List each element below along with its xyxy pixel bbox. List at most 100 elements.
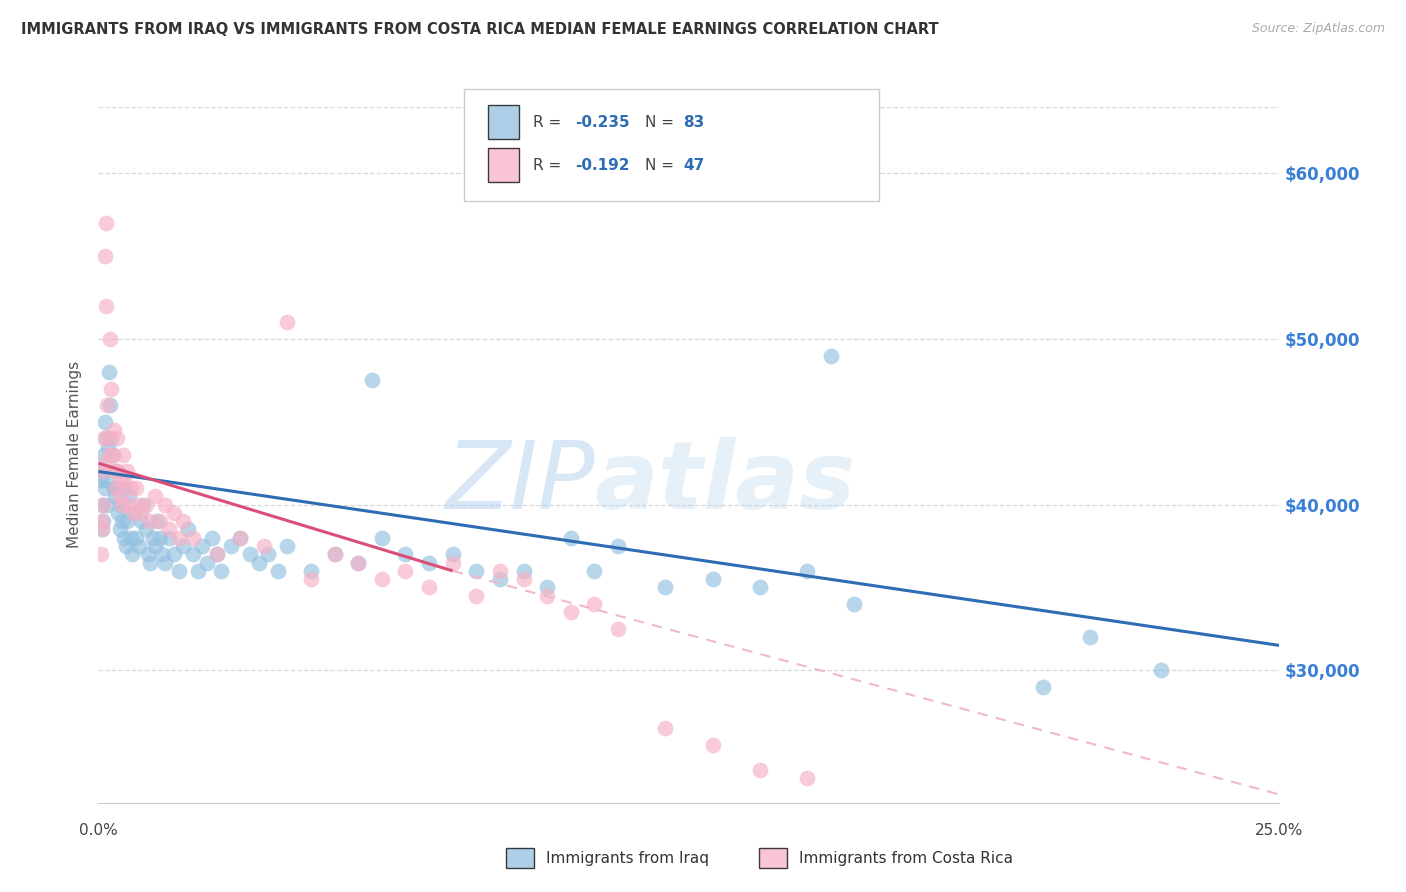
Immigrants from Costa Rica: [654, 721, 676, 735]
Immigrants from Iraq: [112, 531, 135, 545]
Text: N =: N =: [645, 115, 675, 129]
Immigrants from Costa Rica: [94, 249, 117, 263]
Immigrants from Costa Rica: [111, 498, 134, 512]
Immigrants from Iraq: [114, 539, 136, 553]
Immigrants from Iraq: [105, 481, 128, 495]
Immigrants from Iraq: [205, 547, 228, 561]
Immigrants from Costa Rica: [796, 771, 818, 785]
Text: 47: 47: [683, 158, 704, 172]
Immigrants from Costa Rica: [97, 431, 120, 445]
Text: Source: ZipAtlas.com: Source: ZipAtlas.com: [1251, 22, 1385, 36]
Immigrants from Costa Rica: [112, 473, 135, 487]
Immigrants from Iraq: [94, 415, 117, 429]
Immigrants from Costa Rica: [125, 481, 148, 495]
Immigrants from Costa Rica: [105, 431, 128, 445]
Immigrants from Costa Rica: [107, 465, 129, 479]
Immigrants from Costa Rica: [97, 448, 120, 462]
Immigrants from Costa Rica: [748, 763, 770, 777]
Text: -0.192: -0.192: [575, 158, 630, 172]
Immigrants from Costa Rica: [702, 738, 724, 752]
Immigrants from Costa Rica: [101, 448, 124, 462]
Immigrants from Iraq: [149, 531, 172, 545]
Immigrants from Costa Rica: [121, 481, 143, 495]
Immigrants from Costa Rica: [129, 506, 152, 520]
Immigrants from Costa Rica: [163, 506, 186, 520]
Immigrants from Iraq: [536, 581, 558, 595]
Immigrants from Iraq: [239, 547, 262, 561]
Immigrants from Iraq: [257, 547, 280, 561]
Immigrants from Iraq: [93, 448, 115, 462]
Immigrants from Costa Rica: [489, 564, 512, 578]
Immigrants from Costa Rica: [347, 556, 370, 570]
Text: -0.235: -0.235: [575, 115, 630, 129]
Immigrants from Iraq: [361, 373, 384, 387]
Immigrants from Iraq: [167, 564, 190, 578]
Immigrants from Iraq: [139, 556, 162, 570]
Immigrants from Costa Rica: [153, 498, 176, 512]
Immigrants from Iraq: [181, 547, 204, 561]
Immigrants from Costa Rica: [536, 589, 558, 603]
Immigrants from Iraq: [418, 556, 440, 570]
Immigrants from Iraq: [111, 514, 134, 528]
Immigrants from Costa Rica: [93, 431, 115, 445]
Immigrants from Costa Rica: [205, 547, 228, 561]
Immigrants from Costa Rica: [103, 423, 125, 437]
Immigrants from Costa Rica: [583, 597, 606, 611]
Immigrants from Costa Rica: [560, 605, 582, 619]
Immigrants from Iraq: [94, 473, 117, 487]
Immigrants from Iraq: [177, 523, 200, 537]
Immigrants from Iraq: [820, 349, 842, 363]
Immigrants from Iraq: [201, 531, 224, 545]
Immigrants from Iraq: [267, 564, 290, 578]
Immigrants from Iraq: [1150, 663, 1173, 677]
Immigrants from Iraq: [583, 564, 606, 578]
Immigrants from Iraq: [512, 564, 534, 578]
Immigrants from Iraq: [796, 564, 818, 578]
Immigrants from Iraq: [121, 531, 143, 545]
Immigrants from Costa Rica: [128, 498, 150, 512]
Immigrants from Costa Rica: [299, 572, 322, 586]
Immigrants from Iraq: [129, 514, 152, 528]
Immigrants from Iraq: [104, 489, 127, 503]
Immigrants from Iraq: [150, 547, 173, 561]
Immigrants from Iraq: [125, 531, 148, 545]
Immigrants from Costa Rica: [111, 448, 134, 462]
Text: R =: R =: [533, 158, 561, 172]
Immigrants from Costa Rica: [157, 523, 180, 537]
Immigrants from Iraq: [172, 539, 194, 553]
Immigrants from Iraq: [115, 514, 138, 528]
Immigrants from Iraq: [100, 431, 122, 445]
Immigrants from Costa Rica: [135, 498, 157, 512]
Immigrants from Iraq: [97, 440, 120, 454]
Immigrants from Iraq: [91, 523, 114, 537]
Immigrants from Iraq: [209, 564, 232, 578]
Immigrants from Iraq: [111, 481, 134, 495]
Immigrants from Costa Rica: [181, 531, 204, 545]
Text: 0.0%: 0.0%: [79, 822, 118, 838]
Immigrants from Iraq: [465, 564, 488, 578]
Immigrants from Iraq: [122, 506, 145, 520]
Immigrants from Iraq: [93, 481, 115, 495]
Immigrants from Iraq: [94, 431, 117, 445]
Immigrants from Iraq: [103, 481, 125, 495]
Immigrants from Iraq: [132, 498, 155, 512]
Immigrants from Costa Rica: [167, 531, 190, 545]
Text: Immigrants from Iraq: Immigrants from Iraq: [546, 851, 709, 865]
Immigrants from Iraq: [195, 556, 218, 570]
Immigrants from Iraq: [191, 539, 214, 553]
Immigrants from Iraq: [128, 539, 150, 553]
Immigrants from Iraq: [96, 498, 118, 512]
Immigrants from Iraq: [394, 547, 416, 561]
Immigrants from Costa Rica: [139, 514, 162, 528]
Immigrants from Iraq: [135, 523, 157, 537]
Immigrants from Costa Rica: [371, 572, 394, 586]
Immigrants from Costa Rica: [91, 465, 114, 479]
Immigrants from Iraq: [97, 365, 120, 379]
Immigrants from Costa Rica: [94, 299, 117, 313]
Text: Immigrants from Costa Rica: Immigrants from Costa Rica: [799, 851, 1012, 865]
Immigrants from Iraq: [607, 539, 630, 553]
Immigrants from Costa Rica: [418, 581, 440, 595]
Immigrants from Iraq: [153, 556, 176, 570]
Immigrants from Costa Rica: [441, 556, 464, 570]
Immigrants from Iraq: [90, 498, 112, 512]
